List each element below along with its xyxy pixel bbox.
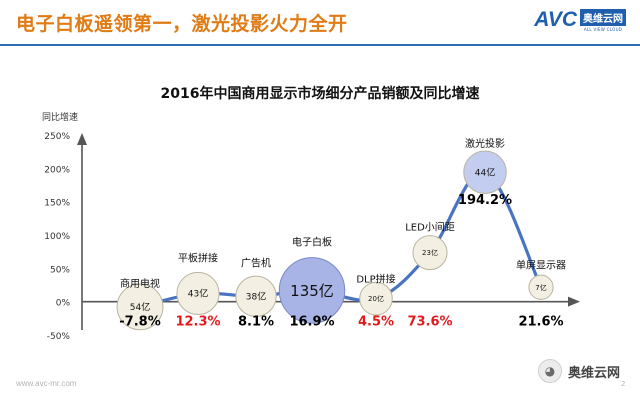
growth-label: -7.8% [119,315,160,330]
category-label: LED小间距 [405,221,455,234]
avc-logo: AVC 奥维云网 ALL VIEW CLOUD [534,8,626,32]
category-label: DLP拼接 [356,273,395,286]
growth-label: 73.6% [407,315,452,330]
category-label: 商用电视 [120,277,160,290]
category-label: 电子白板 [292,235,332,248]
x-axis-arrow [568,296,580,307]
sales-bubble [235,275,277,317]
y-axis-arrow [77,133,87,145]
category-label: 激光投影 [465,137,505,150]
sales-bubble [412,235,448,271]
growth-label: 194.2% [458,193,512,208]
sales-bubble [116,283,164,331]
sales-bubble [176,271,220,316]
growth-label: 12.3% [175,315,220,330]
sales-label: 135亿 [290,282,334,300]
wechat-icon: ◕ [538,359,562,383]
y-tick-label: -50% [47,332,71,342]
sales-bubble [463,150,507,194]
sales-label: 23亿 [422,248,438,257]
header-rule [0,44,640,46]
page-number: 2 [621,380,626,388]
category-label: 广告机 [241,256,271,269]
y-tick-label: 0% [56,299,71,309]
sales-label: 54亿 [130,301,150,313]
sales-label: 20亿 [368,294,384,303]
sales-label: 7亿 [535,283,546,292]
logo-en: ALL VIEW CLOUD [583,26,623,32]
sales-bubble [278,257,346,324]
sales-bubble [359,281,393,316]
footer-url: www.avc-mr.com [16,379,77,388]
slide-title: 电子白板遥领第一，激光投影火力全开 [16,13,348,35]
growth-label: 8.1% [238,315,274,330]
sales-label: 43亿 [188,288,208,300]
sales-label: 44亿 [475,166,495,178]
category-label: 平板拼接 [178,251,218,264]
logo-cn: 奥维云网 [580,8,626,26]
slide-header: 电子白板遥领第一，激光投影火力全开 AVC 奥维云网 ALL VIEW CLOU… [0,0,640,46]
y-axis-label: 同比增速 [42,111,78,123]
y-tick-label: 100% [44,232,70,242]
growth-label: 4.5% [358,315,394,330]
watermark-text: 奥维云网 [568,365,621,381]
growth-label: 21.6% [518,315,563,330]
y-tick-label: 50% [50,265,70,275]
y-tick-label: 250% [44,132,70,142]
sales-bubble [528,274,554,300]
y-tick-label: 150% [44,199,70,209]
y-tick-label: 200% [44,165,70,175]
watermark: ◕ 奥维云网 [538,359,620,383]
growth-label: 16.9% [289,315,334,330]
sales-label: 38亿 [246,291,266,303]
chart-title: 2016年中国商用显示市场细分产品销额及同比增速 [161,85,480,102]
logo-abbr: AVC [534,8,577,31]
category-label: 单屏显示器 [516,259,566,271]
